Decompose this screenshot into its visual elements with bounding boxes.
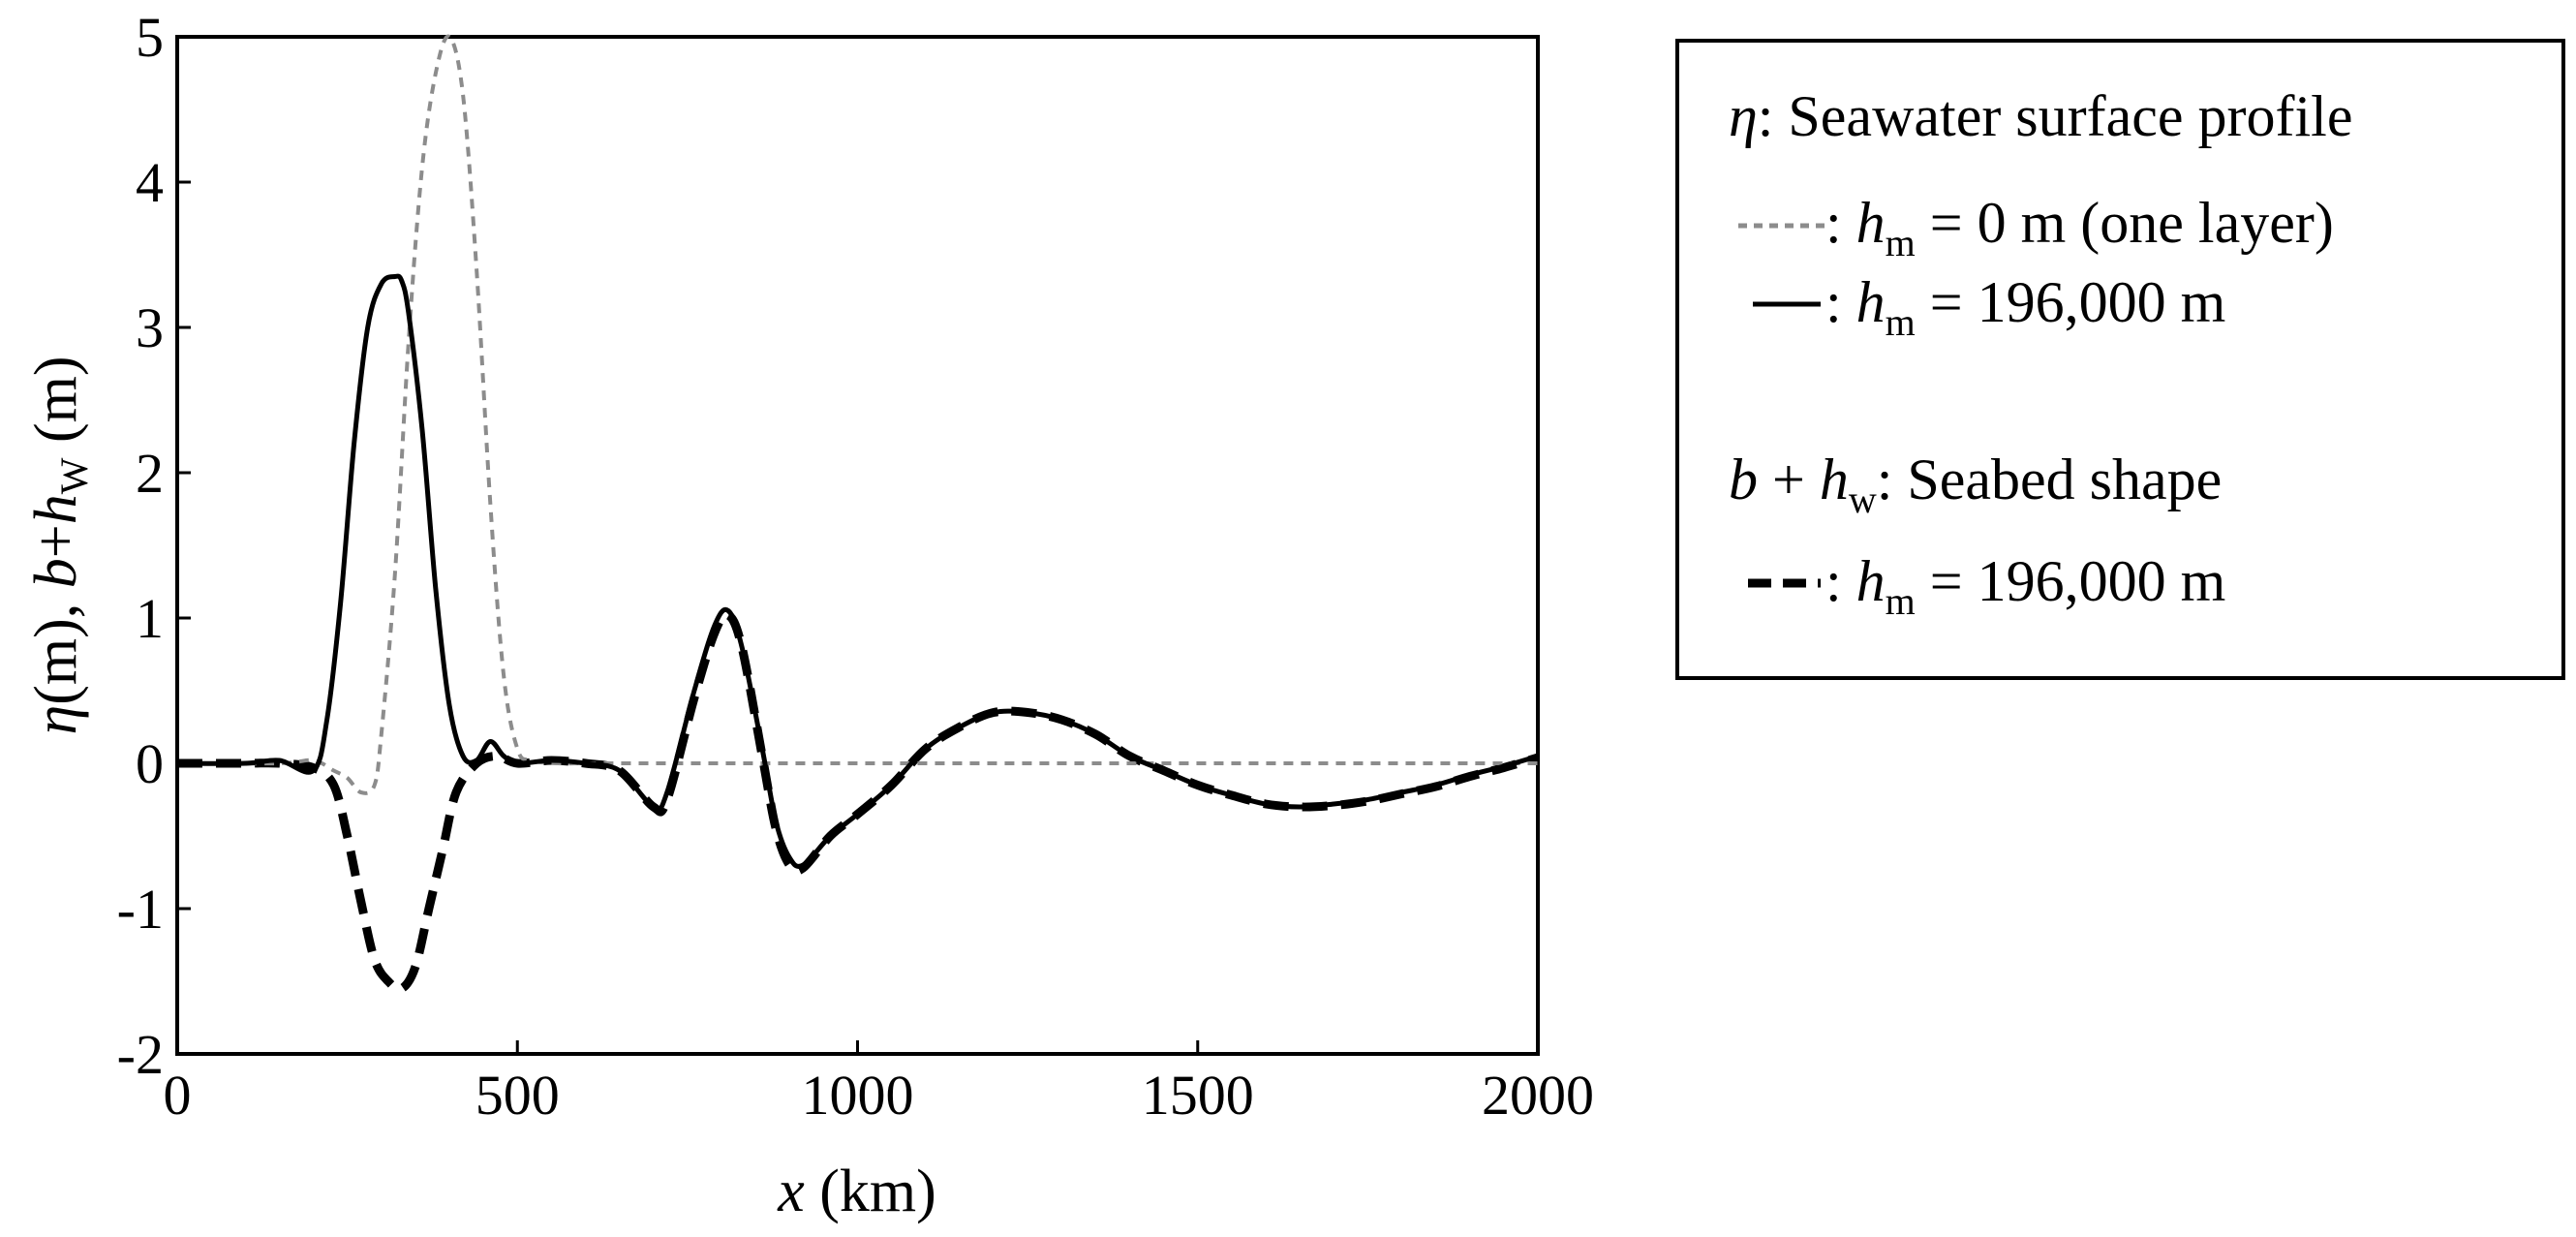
- y-tick-label: -1: [117, 878, 164, 941]
- x-tick-label: 2000: [1482, 1064, 1594, 1127]
- x-tick-label: 0: [164, 1064, 192, 1127]
- y-tick-label: 2: [136, 442, 164, 505]
- series-line-eta_hm196000: [176, 273, 1539, 869]
- legend-box: [1675, 39, 2565, 680]
- tick-layer: -2 -1 0 1 2 3 4 5 0 500 1000 1500 2000: [117, 6, 1594, 1127]
- y-axis-label: η(m), b+hW (m): [23, 356, 96, 734]
- series-line-eta_hm0: [176, 34, 1538, 795]
- legend-entry-one-layer: : hm = 0 m (one layer): [1825, 191, 2334, 264]
- legend-heading-surface: η: Seawater surface profile: [1729, 84, 2352, 148]
- y-tick-label: -2: [117, 1023, 164, 1086]
- legend: η: Seawater surface profile : hm = 0 m (…: [1675, 39, 2565, 680]
- legend-entry-two-layer: : hm = 196,000 m: [1825, 270, 2225, 344]
- legend-heading-seabed: b + hw: Seabed shape: [1729, 448, 2222, 521]
- y-tick-label: 1: [136, 587, 164, 650]
- y-tick-label: 5: [136, 6, 164, 69]
- y-tick-label: 3: [136, 296, 164, 359]
- plot-frame: [175, 35, 1540, 1056]
- x-tick-label: 1000: [802, 1064, 914, 1127]
- y-tick-label: 0: [136, 732, 164, 795]
- x-axis-label: x (km): [777, 1159, 936, 1224]
- x-tick-label: 1500: [1142, 1064, 1254, 1127]
- x-tick-label: 500: [475, 1064, 560, 1127]
- legend-entry-seabed: : hm = 196,000 m: [1825, 549, 2225, 623]
- y-tick-label: 4: [136, 151, 164, 214]
- series-layer: [176, 34, 1540, 994]
